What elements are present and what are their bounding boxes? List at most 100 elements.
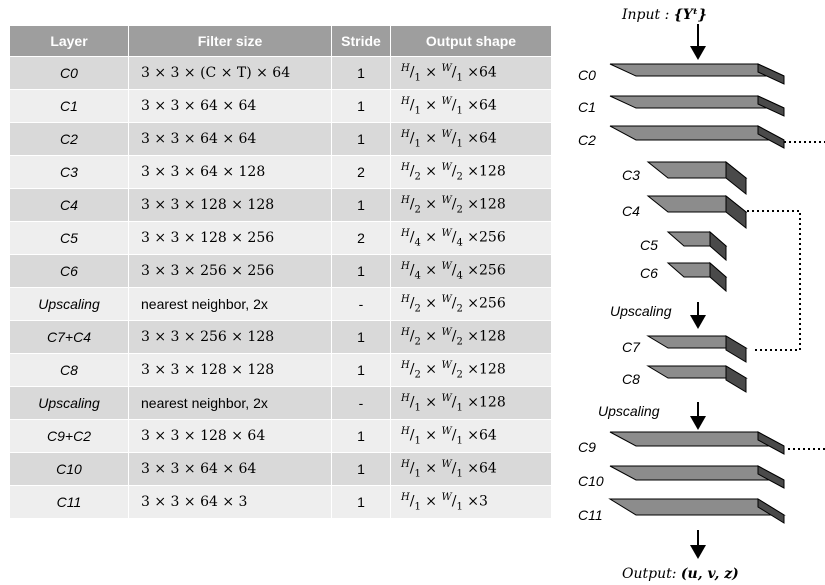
table-row: C0 3 × 3 × (C × T) × 64 1 H/1 × W/1 ×64 [10,56,552,89]
upscaling-label-2: Upscaling [598,403,660,419]
table-row: C6 3 × 3 × 256 × 256 1 H/4 × W/4 ×256 [10,254,552,287]
cell-stride: 1 [332,56,391,89]
table-row: Upscaling nearest neighbor, 2x - H/1 × W/1 … [10,386,552,419]
slab-c8: C8 [622,365,748,393]
cell-filter-size: 3 × 3 × 128 × 128 [129,353,332,386]
table-row: C1 3 × 3 × 64 × 64 1 H/1 × W/1 ×64 [10,89,552,122]
table-row: C10 3 × 3 × 64 × 64 1 H/1 × W/1 ×64 [10,452,552,485]
cell-layer: C0 [10,56,129,89]
cell-filter-size: 3 × 3 × 128 × 64 [129,419,332,452]
slab-c5: C5 [640,230,728,262]
header-output-shape: Output shape [391,26,552,56]
cell-stride: 1 [332,353,391,386]
cell-stride: 1 [332,419,391,452]
slab-c3: C3 [622,160,748,196]
slab-label-c10: C10 [578,473,604,489]
cell-stride: - [332,386,391,419]
cell-layer: C3 [10,155,129,188]
header-layer: Layer [10,26,129,56]
slab-label-c8: C8 [622,371,640,387]
layer-slabs: C0 C1 C2 C3 C4 C5 C6 C7 C8 C9 C10 C11 [578,63,786,524]
table-row: C3 3 × 3 × 64 × 128 2 H/2 × W/2 ×128 [10,155,552,188]
cell-layer: C7+C4 [10,320,129,353]
cell-output-shape: H/1 × W/1 ×64 [391,419,552,452]
slab-label-c4: C4 [622,203,640,219]
cell-stride: 2 [332,155,391,188]
table-row: C7+C4 3 × 3 × 256 × 128 1 H/2 × W/2 ×128 [10,320,552,353]
slab-label-c0: C0 [578,67,596,83]
cell-stride: 1 [332,485,391,518]
cell-output-shape: H/2 × W/2 ×128 [391,155,552,188]
slab-c4: C4 [622,194,748,230]
table-row: C8 3 × 3 × 128 × 128 1 H/2 × W/2 ×128 [10,353,552,386]
slab-label-c2: C2 [578,132,596,148]
cell-stride: - [332,287,391,320]
slab-c0: C0 [578,63,785,85]
cell-layer: C6 [10,254,129,287]
slab-label-c7: C7 [622,339,641,355]
cell-filter-size: nearest neighbor, 2x [129,287,332,320]
cell-stride: 1 [332,122,391,155]
cell-filter-size: 3 × 3 × 64 × 64 [129,89,332,122]
cell-output-shape: H/2 × W/2 ×128 [391,353,552,386]
header-filter-size: Filter size [129,26,332,56]
slab-label-c9: C9 [578,439,596,455]
output-label: Output: (u, v, z) [622,566,739,582]
table-row: C11 3 × 3 × 64 × 3 1 H/1 × W/1 ×3 [10,485,552,518]
cell-output-shape: H/2 × W/2 ×128 [391,188,552,221]
table-row: C9+C2 3 × 3 × 128 × 64 1 H/1 × W/1 ×64 [10,419,552,452]
cell-stride: 1 [332,254,391,287]
cell-output-shape: H/1 × W/1 ×128 [391,386,552,419]
skip-connection-c4-c7 [747,210,801,351]
cell-layer: C4 [10,188,129,221]
input-label: Input : {Yᵗ} [621,7,707,23]
slab-label-c3: C3 [622,167,640,183]
cell-output-shape: H/1 × W/1 ×64 [391,122,552,155]
cell-layer: C2 [10,122,129,155]
slab-c11: C11 [578,498,786,524]
table-body: C0 3 × 3 × (C × T) × 64 1 H/1 × W/1 ×64 C1 3 … [10,56,552,518]
header-stride: Stride [332,26,391,56]
slab-label-c5: C5 [640,237,658,253]
cell-filter-size: nearest neighbor, 2x [129,386,332,419]
cell-output-shape: H/2 × W/2 ×256 [391,287,552,320]
cell-output-shape: H/1 × W/1 ×64 [391,56,552,89]
cell-layer: C10 [10,452,129,485]
cell-layer: C1 [10,89,129,122]
slab-c9: C9 [578,431,785,455]
table-header-row: Layer Filter size Stride Output shape [10,26,552,56]
cell-filter-size: 3 × 3 × 64 × 3 [129,485,332,518]
cell-filter-size: 3 × 3 × 256 × 128 [129,320,332,353]
cell-filter-size: 3 × 3 × 64 × 64 [129,122,332,155]
table-row: Upscaling nearest neighbor, 2x - H/2 × W/2 … [10,287,552,320]
cell-filter-size: 3 × 3 × 256 × 256 [129,254,332,287]
table-row: C4 3 × 3 × 128 × 128 1 H/2 × W/2 ×128 [10,188,552,221]
architecture-table: Layer Filter size Stride Output shape C0… [10,26,552,518]
cell-filter-size: 3 × 3 × 64 × 64 [129,452,332,485]
cell-output-shape: H/1 × W/1 ×3 [391,485,552,518]
cell-layer: Upscaling [10,287,129,320]
cell-output-shape: H/4 × W/4 ×256 [391,254,552,287]
slab-label-c11: C11 [578,507,603,523]
upscaling-label-1: Upscaling [610,303,672,319]
cell-output-shape: H/1 × W/1 ×64 [391,89,552,122]
cell-filter-size: 3 × 3 × 128 × 256 [129,221,332,254]
cell-stride: 1 [332,320,391,353]
cell-filter-size: 3 × 3 × 128 × 128 [129,188,332,221]
cell-filter-size: 3 × 3 × 64 × 128 [129,155,332,188]
cell-stride: 1 [332,188,391,221]
cell-stride: 2 [332,221,391,254]
cell-stride: 1 [332,89,391,122]
cell-output-shape: H/2 × W/2 ×128 [391,320,552,353]
slab-c6: C6 [640,261,728,293]
cell-output-shape: H/4 × W/4 ×256 [391,221,552,254]
slab-c10: C10 [578,465,785,489]
cell-stride: 1 [332,452,391,485]
slab-c2: C2 [578,125,785,149]
cell-layer: Upscaling [10,386,129,419]
cell-output-shape: H/1 × W/1 ×64 [391,452,552,485]
cell-layer: C9+C2 [10,419,129,452]
cell-layer: C5 [10,221,129,254]
slab-label-c1: C1 [578,99,596,115]
